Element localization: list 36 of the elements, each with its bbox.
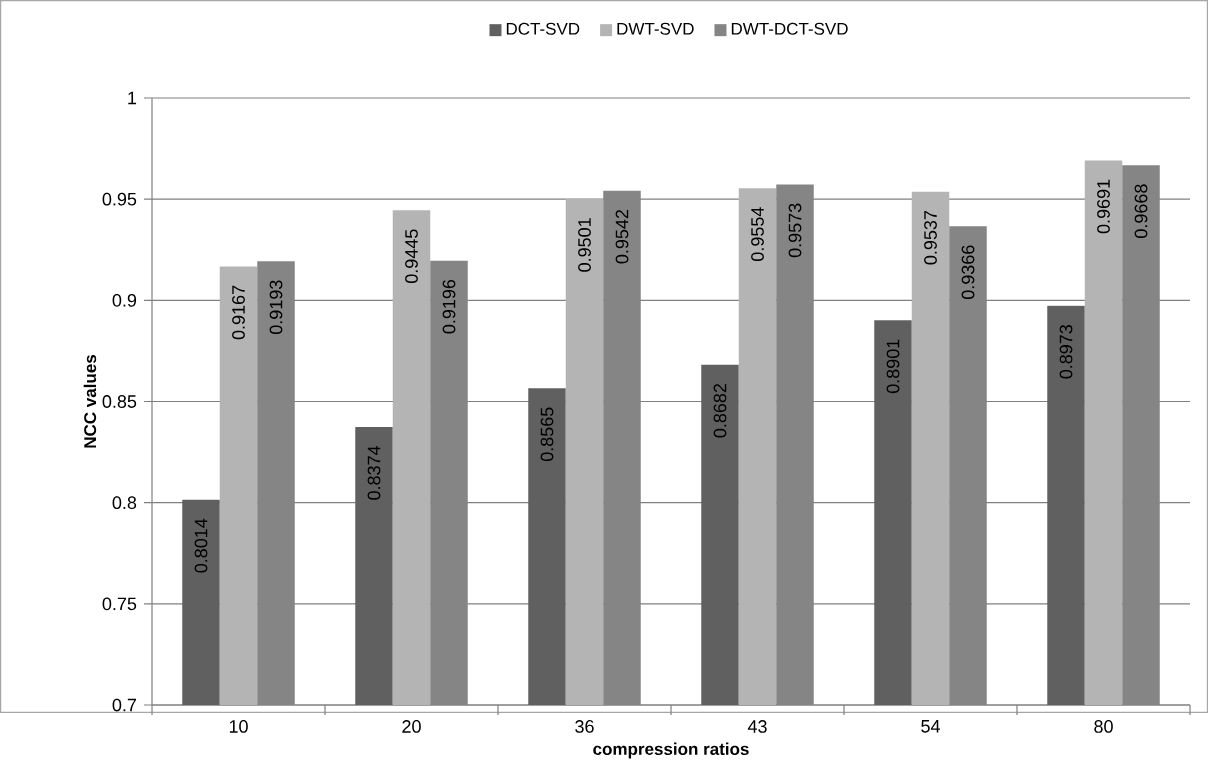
data-label: 0.9573 [788, 203, 802, 258]
data-label: 0.8901 [886, 339, 900, 394]
data-label: 0.9196 [442, 279, 456, 334]
data-label: 0.9445 [405, 229, 418, 284]
x-tick-label: 36 [575, 720, 594, 733]
y-tick-label: 0.8 [112, 496, 137, 510]
x-tick-label: 20 [402, 720, 421, 733]
data-label: 0.9554 [751, 207, 764, 261]
y-tick-label: 0.9 [112, 293, 137, 307]
legend-label: DWT-SVD [617, 22, 694, 35]
x-axis-title: compression ratios [593, 742, 749, 759]
x-tick-label: 43 [747, 720, 767, 733]
x-tick-label: 10 [229, 720, 248, 733]
data-label: 0.8973 [1059, 324, 1073, 379]
y-axis-title: NCC values [83, 354, 97, 448]
data-label: 0.8014 [194, 518, 208, 573]
data-label: 0.9691 [1097, 179, 1110, 234]
data-label: 0.9542 [615, 209, 629, 264]
y-tick-label: 0.85 [102, 395, 137, 408]
data-label: 0.9537 [924, 210, 937, 265]
data-label: 0.9167 [232, 285, 245, 340]
x-tick-label: 54 [921, 720, 940, 733]
data-label: 0.9668 [1134, 184, 1148, 238]
y-tick-label: 0.75 [102, 597, 137, 611]
data-label: 0.9193 [269, 280, 283, 335]
data-label: 0.9366 [961, 245, 975, 300]
data-label: 0.9501 [578, 218, 591, 272]
data-label: 0.8374 [367, 445, 381, 500]
y-tick-label: 1 [128, 91, 137, 105]
x-tick-label: 80 [1094, 720, 1113, 733]
data-label: 0.8565 [540, 407, 554, 462]
data-label: 0.8682 [713, 383, 727, 438]
legend-label: DCT-SVD [506, 22, 580, 35]
legend-label: DWT-DCT-SVD [731, 22, 848, 35]
y-tick-label: 0.95 [102, 192, 137, 206]
y-tick-label: 0.7 [112, 698, 137, 712]
